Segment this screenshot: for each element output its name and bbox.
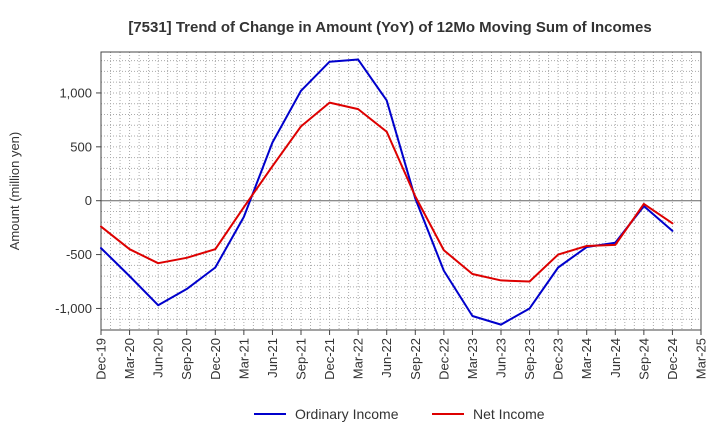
legend: Ordinary Income Net Income bbox=[254, 406, 545, 422]
x-tick-label: Mar-21 bbox=[236, 338, 251, 379]
plot-frame bbox=[100, 51, 702, 331]
x-tick-label: Dec-21 bbox=[322, 338, 337, 380]
y-tick-label: -1,000 bbox=[55, 301, 92, 316]
x-tick-label: Jun-21 bbox=[265, 338, 280, 378]
x-axis: Dec-19 Mar-20 Jun-20 Sep-20 Dec-20 Mar-21 Jun-… bbox=[94, 330, 709, 380]
x-tick-label: Mar-23 bbox=[465, 338, 480, 379]
x-tick-label: Jun-23 bbox=[494, 338, 509, 378]
series-line-ordinary-income bbox=[100, 58, 674, 326]
series-line-net-income bbox=[100, 101, 674, 283]
x-tick-label: Dec-20 bbox=[208, 338, 223, 380]
x-tick-label: Jun-20 bbox=[151, 338, 166, 378]
y-tick-label: 500 bbox=[70, 139, 92, 154]
x-tick-label: Sep-20 bbox=[179, 338, 194, 380]
x-tick-label: Dec-23 bbox=[551, 338, 566, 380]
grid bbox=[101, 52, 701, 331]
x-tick-label: Dec-22 bbox=[436, 338, 451, 380]
y-tick-label: 1,000 bbox=[59, 85, 92, 100]
x-tick-label: Sep-21 bbox=[294, 338, 309, 380]
series-lines bbox=[100, 58, 674, 326]
plot-border bbox=[100, 51, 702, 331]
x-tick-label: Mar-20 bbox=[122, 338, 137, 379]
legend-label: Ordinary Income bbox=[295, 406, 399, 422]
y-axis-label: Amount (million yen) bbox=[7, 132, 22, 251]
x-tick-label: Jun-24 bbox=[608, 338, 623, 378]
y-tick-label: -500 bbox=[66, 247, 92, 262]
x-tick-label: Dec-19 bbox=[94, 338, 109, 380]
x-tick-label: Mar-22 bbox=[351, 338, 366, 379]
x-tick-label: Dec-24 bbox=[665, 338, 680, 380]
x-tick-label: Sep-23 bbox=[522, 338, 537, 380]
x-tick-label: Sep-22 bbox=[408, 338, 423, 380]
x-tick-label: Sep-24 bbox=[636, 338, 651, 380]
y-axis: -1,000 -500 0 500 1,000 bbox=[55, 85, 101, 316]
chart-title: [7531] Trend of Change in Amount (YoY) o… bbox=[128, 19, 651, 36]
x-tick-label: Mar-24 bbox=[579, 338, 594, 379]
x-tick-label: Mar-25 bbox=[694, 338, 709, 379]
x-tick-label: Jun-22 bbox=[379, 338, 394, 378]
y-tick-label: 0 bbox=[85, 193, 92, 208]
legend-label: Net Income bbox=[473, 406, 545, 422]
